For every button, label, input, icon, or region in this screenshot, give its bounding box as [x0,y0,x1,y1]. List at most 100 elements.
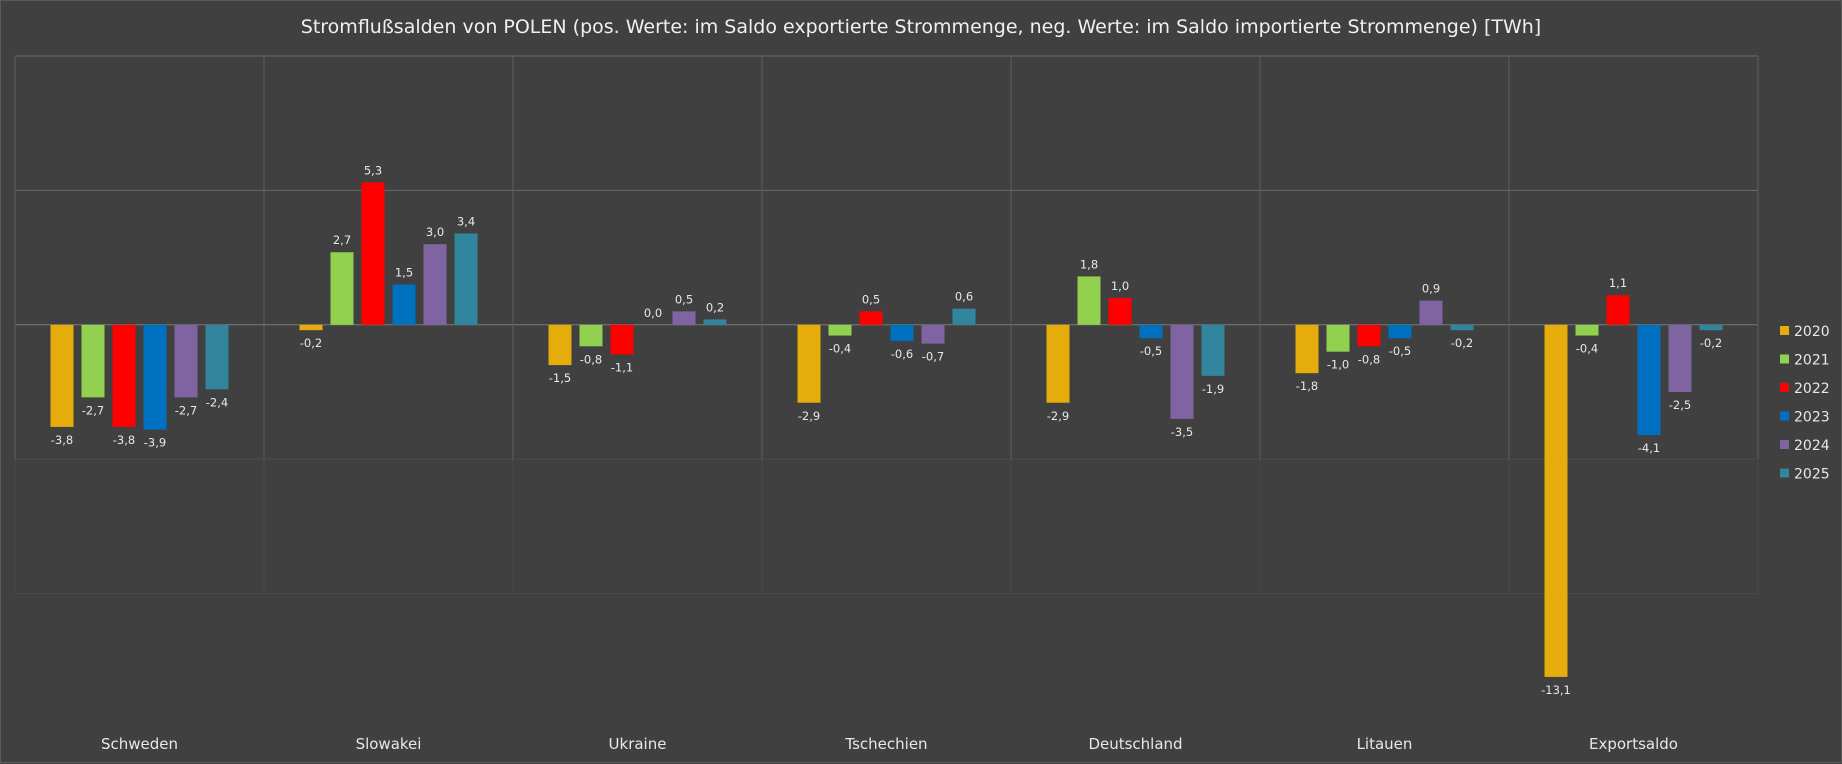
bar-schweden-2021 [81,324,105,398]
data-label: -1,9 [1202,382,1224,396]
data-label: -3,8 [51,433,73,447]
bar-exportsaldo-2023 [1637,324,1661,436]
bar-litauen-2025 [1450,324,1474,331]
bar-slowakei-2025 [454,233,478,325]
data-label: 0,0 [644,306,662,320]
data-label: 1,1 [1609,276,1627,290]
data-label: -0,2 [300,336,322,350]
data-label: -13,1 [1541,683,1571,697]
bar-deutschland-2023 [1139,324,1163,339]
bar-tschechien-2022 [859,311,883,325]
data-label: -1,5 [549,371,571,385]
data-label: 3,0 [426,225,444,239]
data-label: 3,4 [457,214,475,228]
bar-tschechien-2025 [952,308,976,325]
bar-deutschland-2021 [1077,276,1101,325]
data-label: 0,9 [1422,282,1440,296]
data-label: -1,0 [1327,358,1349,372]
category-label: Ukraine [609,735,667,753]
category-label: Tschechien [844,735,927,753]
bar-exportsaldo-2025 [1699,324,1723,331]
category-label: Deutschland [1088,735,1182,753]
bar-ukraine-2020 [548,324,572,366]
data-label: -0,2 [1451,336,1473,350]
legend-entry: 2022 [1794,381,1830,397]
data-label: -0,7 [922,350,944,364]
bar-litauen-2022 [1357,324,1381,347]
data-label: 5,3 [364,163,382,177]
bar-exportsaldo-2021 [1575,324,1599,336]
data-label: -2,5 [1669,398,1691,412]
data-label: -4,1 [1638,441,1660,455]
data-label: 1,5 [395,265,413,279]
bar-deutschland-2025 [1201,324,1225,376]
legend-entry: 2024 [1794,438,1830,454]
data-label: 1,8 [1080,257,1098,271]
bar-tschechien-2020 [797,324,821,403]
legend-entry: 2020 [1794,324,1830,340]
bar-slowakei-2022 [361,182,385,325]
data-label: -0,4 [1576,342,1598,356]
bar-litauen-2021 [1326,324,1350,352]
data-label: 2,7 [333,233,351,247]
data-label: -0,5 [1389,344,1411,358]
bar-schweden-2024 [174,324,198,398]
category-label: Exportsaldo [1589,735,1678,753]
bar-tschechien-2021 [828,324,852,336]
data-label: -0,6 [891,347,913,361]
data-label: -2,7 [175,403,197,417]
data-label: -2,7 [82,403,104,417]
data-label: 0,2 [706,300,724,314]
bar-slowakei-2021 [330,252,354,325]
data-label: -0,5 [1140,344,1162,358]
bar-schweden-2023 [143,324,167,430]
data-label: -1,1 [611,360,633,374]
bar-deutschland-2022 [1108,297,1132,325]
bar-exportsaldo-2020 [1544,324,1568,677]
data-label: 0,5 [862,292,880,306]
legend-swatch [1780,326,1789,335]
bars [50,182,1723,677]
data-label: -2,9 [1047,409,1069,423]
data-label: -0,4 [829,342,851,356]
legend-swatch [1780,354,1789,364]
bar-exportsaldo-2022 [1606,295,1630,325]
data-label: -3,8 [113,433,135,447]
legend-entry: 2025 [1794,467,1830,483]
category-labels: Schweden Slowakei Ukraine Tschechien Deutsch… [101,735,1678,753]
legend-swatch [1780,468,1789,478]
data-label: -0,8 [580,352,602,366]
legend-entry: 2021 [1794,353,1830,369]
bar-tschechien-2024 [921,324,945,344]
legend-swatch [1780,411,1789,421]
category-label: Schweden [101,735,178,753]
bar-ukraine-2022 [610,324,634,355]
grid [14,55,1759,595]
data-label: -2,4 [206,395,228,409]
legend-swatch [1780,440,1789,449]
data-label: -0,8 [1358,352,1380,366]
bar-ukraine-2025 [703,319,727,325]
data-label: -2,9 [798,409,820,423]
bar-schweden-2022 [112,324,136,427]
legend-entry: 2023 [1794,410,1830,426]
category-label: Litauen [1357,735,1413,753]
bar-tschechien-2023 [890,324,914,341]
data-label: 0,5 [675,292,693,306]
bar-litauen-2020 [1295,324,1319,374]
data-label: 1,0 [1111,279,1129,293]
bar-schweden-2025 [205,324,229,390]
data-label: -3,9 [144,436,166,450]
chart-title: Stromflußsalden von POLEN (pos. Werte: i… [301,16,1541,38]
bar-deutschland-2024 [1170,324,1194,419]
bar-litauen-2024 [1419,300,1443,325]
bar-schweden-2020 [50,324,74,427]
bar-deutschland-2020 [1046,324,1070,403]
data-labels: -3,8 -2,7 -3,8 -3,9 -2,7 -2,4 -0,2 2,7 5,3 1,5 3,0… [51,163,1722,697]
data-label: 0,6 [955,290,973,304]
bar-slowakei-2024 [423,244,447,325]
bar-ukraine-2024 [672,311,696,325]
data-label: -3,5 [1171,425,1193,439]
